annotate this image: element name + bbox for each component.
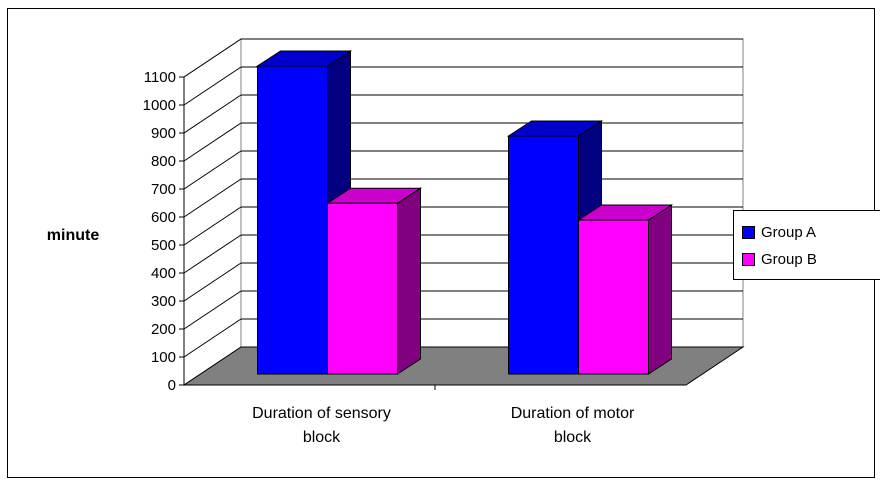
gridline-side — [183, 290, 242, 330]
gridline-side — [183, 122, 242, 162]
gridline-side — [183, 66, 242, 106]
x-category-label: block — [303, 429, 341, 446]
legend: Group A Group B — [733, 210, 880, 280]
bar-group-b-cat1-side — [397, 187, 421, 375]
y-tick-label: 200 — [151, 321, 176, 338]
legend-label-group-b: Group B — [761, 250, 817, 268]
y-tick-label: 800 — [151, 153, 176, 170]
gridline-side — [183, 94, 242, 134]
y-tick-label: 100 — [151, 349, 176, 366]
chart-frame: 0 100 200 300 400 500 600 700 800 900 1000 1100 Dura… — [7, 8, 875, 478]
legend-item-group-a[interactable]: Group A — [742, 222, 816, 242]
y-tick-label: 1000 — [143, 97, 176, 114]
y-tick-label: 700 — [151, 181, 176, 198]
y-tick-label: 900 — [151, 125, 176, 142]
y-tick-label: 600 — [151, 209, 176, 226]
bar-group-a-cat1 — [257, 65, 328, 375]
gridline-side — [183, 178, 242, 218]
gridline-side — [183, 318, 242, 358]
bar-group-a-cat2 — [508, 135, 579, 375]
x-category-label: block — [554, 429, 592, 446]
bar-group-b-cat2-side — [648, 204, 672, 375]
gridline-side — [183, 150, 242, 190]
bar-chart: 0 100 200 300 400 500 600 700 800 900 1000 1100 Dura… — [47, 38, 745, 446]
y-tick-label: 1100 — [144, 69, 176, 86]
y-axis-label: minute — [47, 227, 100, 244]
y-tick-label: 400 — [151, 265, 176, 282]
x-category-label: Duration of sensory — [252, 405, 391, 422]
x-category-label: Duration of motor — [511, 405, 635, 422]
bar-group-b-cat2 — [578, 219, 649, 375]
gridline-side — [183, 262, 242, 302]
legend-label-group-a: Group A — [761, 223, 817, 241]
y-tick-label: 500 — [151, 237, 176, 254]
side-wall — [183, 38, 242, 386]
gridline-side — [183, 234, 242, 274]
legend-swatch-group-b — [742, 252, 755, 266]
gridline-side — [183, 206, 242, 246]
legend-item-group-b[interactable]: Group B — [742, 249, 817, 269]
legend-swatch-group-a — [742, 225, 755, 239]
gridline-side — [183, 38, 242, 78]
y-tick-label: 0 — [168, 377, 176, 394]
bar-group-b-cat1 — [327, 202, 398, 375]
y-tick-label: 300 — [151, 293, 176, 310]
